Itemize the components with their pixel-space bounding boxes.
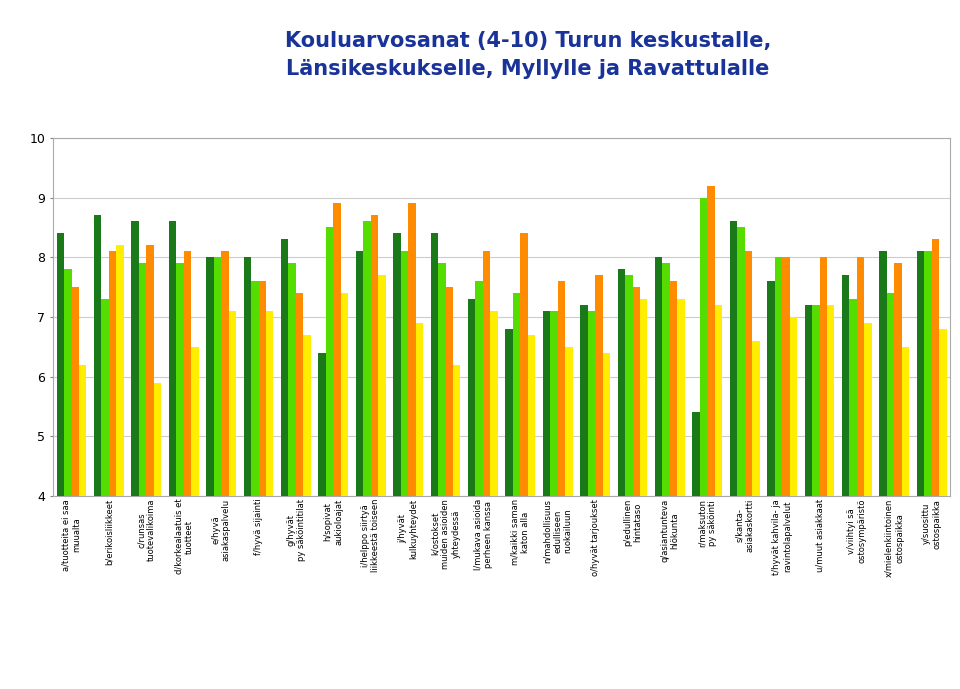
Bar [416, 323, 423, 689]
Bar [266, 311, 274, 689]
Bar [303, 335, 311, 689]
Bar [64, 269, 71, 689]
Bar [857, 257, 864, 689]
Bar [692, 413, 700, 689]
Text: Kouluarvosanat (4-10) Turun keskustalle,
Länsikeskukselle, Myllylle ja Ravattula: Kouluarvosanat (4-10) Turun keskustalle,… [285, 31, 771, 79]
Bar [827, 305, 834, 689]
Bar [767, 281, 775, 689]
Bar [325, 227, 333, 689]
Bar [319, 353, 325, 689]
Bar [595, 275, 603, 689]
Bar [94, 216, 102, 689]
Bar [214, 257, 221, 689]
Bar [79, 364, 86, 689]
Bar [108, 251, 116, 689]
Bar [132, 221, 139, 689]
Bar [603, 353, 610, 689]
Bar [356, 251, 363, 689]
Bar [513, 293, 520, 689]
Bar [453, 364, 461, 689]
Bar [258, 281, 266, 689]
Bar [820, 257, 827, 689]
Bar [745, 251, 753, 689]
Bar [146, 245, 154, 689]
Bar [57, 234, 64, 689]
Bar [932, 239, 939, 689]
Bar [580, 305, 588, 689]
Bar [400, 251, 408, 689]
Bar [491, 311, 498, 689]
Bar [633, 287, 640, 689]
Bar [296, 293, 303, 689]
Bar [169, 221, 177, 689]
Bar [251, 281, 258, 689]
Bar [341, 293, 348, 689]
Bar [708, 185, 715, 689]
Bar [864, 323, 872, 689]
Bar [438, 263, 445, 689]
Bar [775, 257, 782, 689]
Bar [804, 305, 812, 689]
Bar [678, 299, 684, 689]
Bar [842, 275, 850, 689]
Bar [520, 234, 528, 689]
Bar [206, 257, 214, 689]
Bar [288, 263, 296, 689]
Bar [887, 293, 895, 689]
Bar [221, 251, 228, 689]
Bar [850, 299, 857, 689]
Bar [588, 311, 595, 689]
Bar [640, 299, 647, 689]
Bar [812, 305, 820, 689]
Bar [625, 275, 633, 689]
Bar [430, 234, 438, 689]
Bar [700, 198, 708, 689]
Bar [782, 257, 789, 689]
Bar [617, 269, 625, 689]
Bar [483, 251, 491, 689]
Bar [191, 347, 199, 689]
Bar [730, 221, 737, 689]
Bar [394, 234, 400, 689]
Bar [154, 382, 161, 689]
Bar [901, 347, 909, 689]
Bar [558, 281, 565, 689]
Bar [655, 257, 662, 689]
Bar [505, 329, 513, 689]
Bar [445, 287, 453, 689]
Bar [363, 221, 371, 689]
Bar [183, 251, 191, 689]
Bar [333, 203, 341, 689]
Bar [371, 216, 378, 689]
Bar [408, 203, 416, 689]
Bar [475, 281, 483, 689]
Bar [662, 263, 670, 689]
Bar [542, 311, 550, 689]
Bar [378, 275, 386, 689]
Bar [550, 311, 558, 689]
Bar [528, 335, 536, 689]
Bar [177, 263, 183, 689]
Bar [715, 305, 722, 689]
Bar [879, 251, 887, 689]
Bar [71, 287, 79, 689]
Bar [244, 257, 251, 689]
Bar [116, 245, 124, 689]
Bar [895, 263, 901, 689]
Bar [789, 317, 797, 689]
Bar [939, 329, 947, 689]
Bar [917, 251, 924, 689]
Bar [228, 311, 236, 689]
Bar [565, 347, 573, 689]
Bar [102, 299, 108, 689]
Bar [737, 227, 745, 689]
Bar [139, 263, 146, 689]
Bar [670, 281, 678, 689]
Bar [468, 299, 475, 689]
Bar [924, 251, 932, 689]
Bar [753, 341, 759, 689]
Bar [281, 239, 288, 689]
